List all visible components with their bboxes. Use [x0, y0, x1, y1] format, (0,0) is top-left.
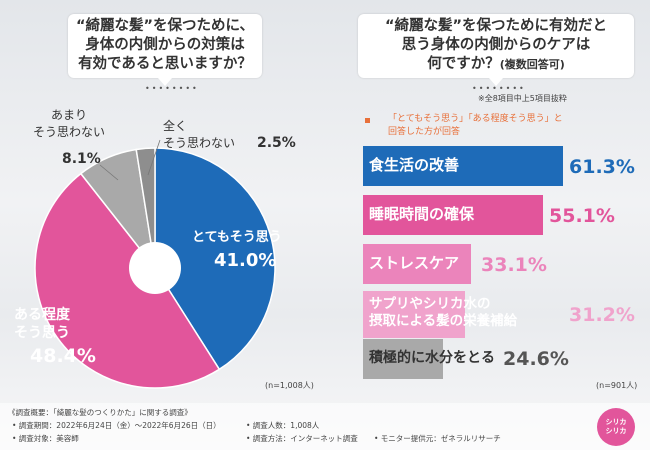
pie-slice-somewhat-agree [34, 172, 221, 389]
left-dots: •••••••• [145, 84, 199, 93]
right-question-line2: 思う身体の内側からのケアは [401, 37, 591, 53]
pie-value-not-at-all: 2.5% [257, 135, 296, 151]
bar-value-0: 61.3% [569, 156, 635, 178]
bar-label-4: 積極的に水分をとる [369, 350, 495, 366]
right-question-line3: 何ですか？ [427, 56, 500, 72]
leader-line-0 [99, 164, 119, 181]
pie-label-strongly-agree: とてもそう思う [192, 230, 282, 245]
bar-1 [363, 195, 543, 235]
footer-method: • 調査方法：インターネット調査 [246, 434, 358, 443]
leader-line-1 [147, 139, 161, 176]
pie-slice-not-at-all [135, 147, 156, 269]
legend-text-2: 回答した方が回答 [388, 127, 461, 137]
silica-logo: シリカシリカ [597, 408, 635, 446]
bar-value-1-text: 55.1% [549, 205, 615, 227]
logo-text: シリカシリカ [605, 418, 627, 435]
pie-center-hole [129, 242, 181, 294]
bar-2 [363, 244, 471, 284]
pie-value-strongly-agree: 41.0% [214, 250, 277, 271]
footer-period: • 調査期間：2022年6月24日（金）～2022年6月26日（日） [12, 421, 221, 430]
left-question-bubble: “綺麗な髪”を保つために、 身体の内側からの対策は 有効であると思いますか？ [68, 14, 262, 86]
bar-value-0-text: 61.3% [569, 156, 635, 178]
bar-label-3: サプリやシリカ水の 摂取による髪の栄養補給 [369, 296, 518, 329]
bar-value-4: 24.6% [503, 348, 569, 370]
legend-text-1: 「とてもそう思う」「ある程度そう思う」と [388, 114, 563, 124]
footer-title: 《調査概要：「綺麗な髪のつくりかた」に関する調査》 [8, 408, 192, 417]
bar-label-0: 食生活の改善 [369, 156, 460, 174]
footer-target: • 調査対象：美容師 [12, 434, 79, 443]
footer-people: • 調査人数：1,008人 [246, 421, 320, 430]
bar-value-3-text: 31.2% [569, 304, 635, 326]
bar-4 [363, 339, 443, 379]
right-sample-size: (n=901人) [596, 381, 638, 390]
left-question: “綺麗な髪”を保つために、 身体の内側からの対策は 有効であると思いますか？ [75, 18, 255, 72]
bar-value-1: 55.1% [549, 205, 615, 227]
bar-value-3: 31.2% [569, 304, 635, 326]
pie-value-somewhat-agree: 48.4% [30, 345, 96, 367]
footer-panel [0, 403, 650, 450]
bar-label-1: 睡眠時間の確保 [369, 205, 475, 223]
pie-label-not-at-all: 全く そう思わない [163, 119, 236, 150]
pie-label-somewhat-agree: ある程度 そう思う [14, 307, 70, 341]
pie-value-not-really: 8.1% [62, 151, 101, 167]
bar-value-2-text: 33.1% [481, 254, 547, 276]
right-question-line1: “綺麗な髪”を保つために有効だと [384, 18, 608, 34]
pie-label-not-really: あまり そう思わない [33, 108, 106, 139]
left-sample-size: (n=1,008人) [265, 381, 314, 390]
right-dots: •••••••• [472, 84, 526, 93]
legend-square [365, 118, 370, 123]
right-question-note: (複数回答可) [499, 58, 565, 71]
right-subnote: ※全8項目中上5項目抜粋 [478, 94, 567, 103]
bar-label-2: ストレスケア [369, 254, 460, 272]
footer-provider: • モニター提供元：ゼネラルリサーチ [374, 434, 501, 443]
bar-value-2: 33.1% [481, 254, 547, 276]
right-question-bubble: “綺麗な髪”を保つために有効だと 思う身体の内側からのケアは 何ですか？(複数回… [358, 14, 634, 86]
bar-3 [363, 291, 465, 338]
bar-0 [363, 146, 563, 186]
bar-value-4-text: 24.6% [503, 348, 569, 370]
